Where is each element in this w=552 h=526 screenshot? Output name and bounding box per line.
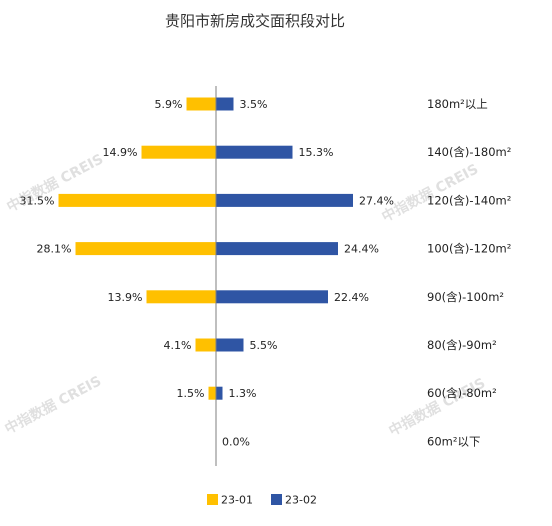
- legend-swatch: [271, 494, 282, 505]
- bar-23-01: [58, 193, 216, 207]
- bar-23-02: [216, 242, 338, 256]
- watermark-text: 中指数据 CREIS: [2, 372, 104, 437]
- data-label-23-02: 5.5%: [250, 339, 278, 352]
- legend: 23-01 23-02: [207, 494, 317, 507]
- bar-23-01: [195, 338, 216, 352]
- category-label: 140(含)-180m²: [427, 145, 511, 159]
- data-label-23-01: 31.5%: [20, 194, 55, 207]
- bar-23-01: [146, 290, 216, 304]
- data-label-23-01: 13.9%: [108, 291, 143, 304]
- bar-23-01: [186, 97, 216, 111]
- bar-23-02: [216, 97, 234, 111]
- bars-layer: 5.9% 3.5% 180m²以上 14.9% 15.3% 140(含)-180m² 31.…: [20, 97, 512, 448]
- data-label-23-01: 14.9%: [103, 146, 138, 159]
- data-label-23-02: 1.3%: [229, 387, 257, 400]
- data-label-23-02: 24.4%: [344, 243, 379, 256]
- bar-23-01: [141, 145, 216, 159]
- data-label-23-01: 28.1%: [37, 243, 72, 256]
- data-label-23-01: 5.9%: [155, 98, 183, 111]
- bar-23-02: [216, 290, 328, 304]
- category-label: 100(含)-120m²: [427, 242, 511, 256]
- data-label-23-01: 4.1%: [164, 339, 192, 352]
- bar-23-02: [216, 145, 293, 159]
- category-label: 120(含)-140m²: [427, 193, 511, 207]
- bar-23-02: [216, 193, 353, 207]
- data-label-23-02: 0.0%: [222, 435, 250, 448]
- bar-23-01: [75, 242, 216, 256]
- bar-23-01: [208, 386, 216, 400]
- watermark-text: 中指数据 CREIS: [386, 374, 488, 439]
- category-label: 60m²以下: [427, 434, 480, 448]
- bar-23-02: [216, 386, 223, 400]
- category-label: 90(含)-100m²: [427, 290, 504, 304]
- category-label: 80(含)-90m²: [427, 338, 497, 352]
- data-label-23-02: 3.5%: [240, 98, 268, 111]
- data-label-23-01: 1.5%: [177, 387, 205, 400]
- data-label-23-02: 27.4%: [359, 194, 394, 207]
- data-label-23-02: 15.3%: [299, 146, 334, 159]
- legend-swatch: [207, 494, 218, 505]
- category-label: 60(含)-80m²: [427, 386, 497, 400]
- chart-title: 贵阳市新房成交面积段对比: [165, 12, 345, 30]
- data-label-23-02: 22.4%: [334, 291, 369, 304]
- legend-label: 23-02: [285, 494, 317, 507]
- category-label: 180m²以上: [427, 97, 488, 111]
- legend-label: 23-01: [221, 494, 253, 507]
- bar-23-02: [216, 338, 244, 352]
